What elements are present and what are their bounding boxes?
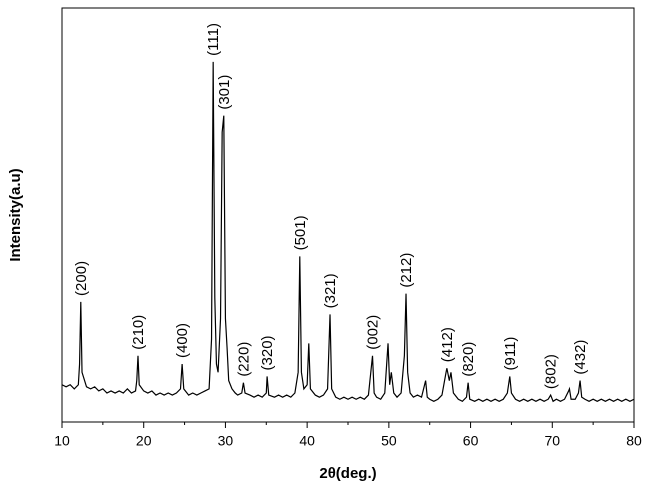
peak-label: (802): [543, 354, 560, 389]
peak-label: (210): [130, 315, 147, 350]
peak-label: (400): [174, 323, 191, 358]
x-tick-label: 30: [218, 433, 234, 449]
peak-label: (412): [439, 327, 456, 362]
x-tick-label: 20: [136, 433, 152, 449]
x-tick-label: 40: [299, 433, 315, 449]
x-tick-label: 80: [626, 433, 642, 449]
peak-label: (301): [216, 75, 233, 110]
peak-label: (212): [398, 253, 415, 288]
y-axis-label: Intensity(a.u): [7, 168, 24, 261]
x-axis-label: 2θ(deg.): [319, 465, 376, 482]
peak-label: (220): [235, 342, 252, 377]
peak-label: (501): [292, 215, 309, 250]
x-tick-label: 50: [381, 433, 397, 449]
peak-label: (200): [73, 261, 90, 296]
x-tick-label: 10: [54, 433, 70, 449]
peak-label: (111): [205, 23, 222, 56]
peak-label: (320): [259, 335, 276, 370]
x-tick-label: 60: [463, 433, 479, 449]
x-tick-label: 70: [544, 433, 560, 449]
peak-label: (820): [460, 342, 477, 377]
data-line: [62, 62, 634, 401]
peak-label: (002): [365, 315, 382, 350]
peak-label: (911): [502, 337, 519, 371]
peak-label: (321): [322, 273, 339, 308]
peak-label: (432): [572, 340, 589, 375]
chart: 2θ(deg.) Intensity(a.u) 10 20 30 40 50 60 70 80…: [0, 0, 650, 500]
